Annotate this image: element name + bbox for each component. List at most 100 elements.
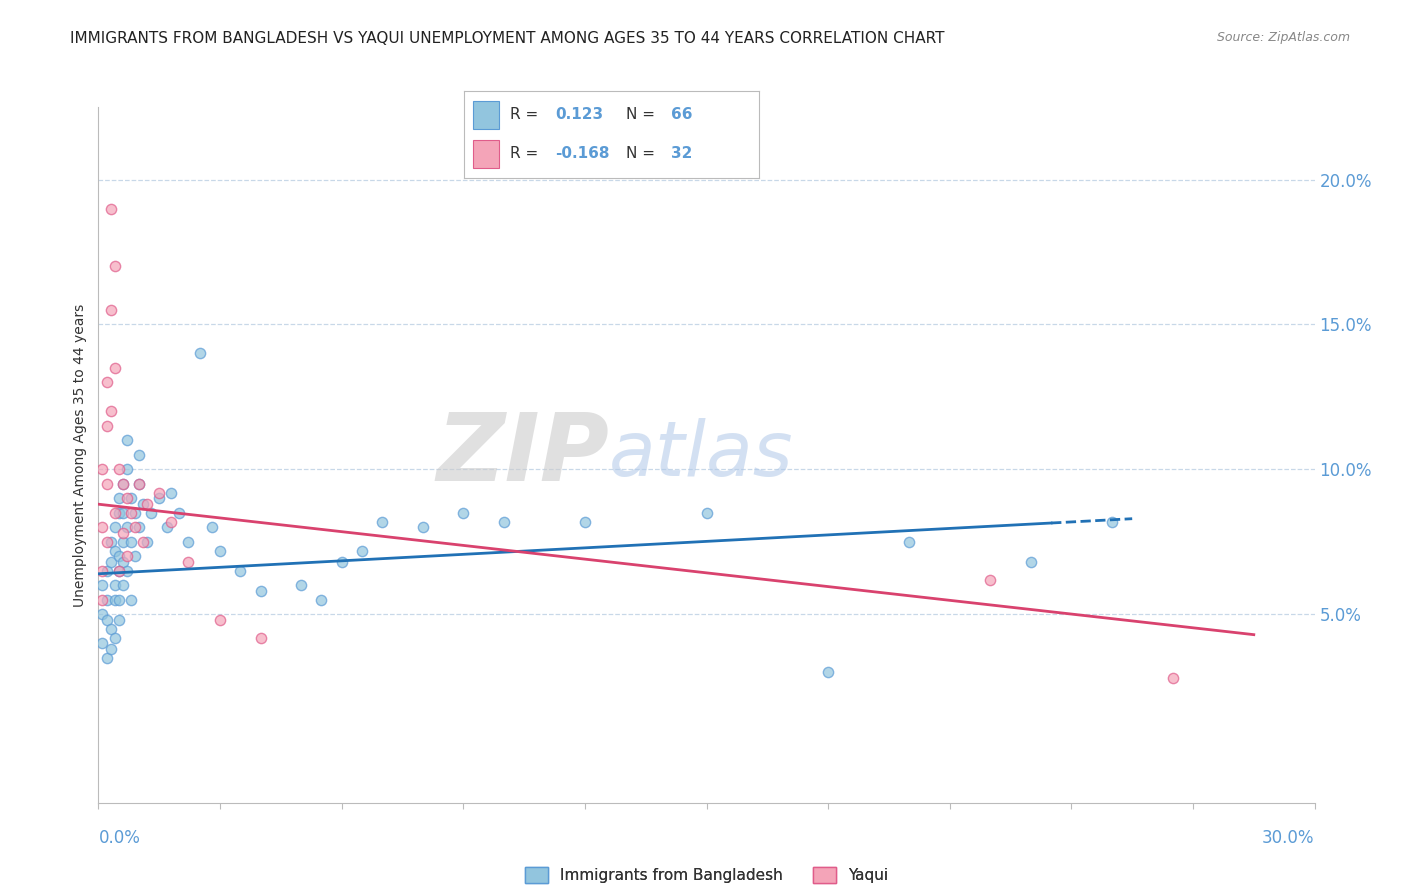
Point (311, 592, 333, 607)
Point (107, 506, 129, 520)
Point (111, 578, 134, 592)
Text: 0.123: 0.123 (555, 107, 603, 122)
Point (91, 592, 114, 607)
Text: -0.168: -0.168 (555, 146, 610, 161)
Point (104, 520, 127, 534)
Point (176, 534, 198, 549)
Point (574, 515, 596, 529)
Point (111, 476, 134, 491)
Point (136, 497, 159, 511)
Point (104, 361, 127, 376)
Point (104, 592, 127, 607)
Point (156, 520, 179, 534)
Point (249, 584, 271, 599)
Point (136, 534, 159, 549)
Point (176, 555, 198, 569)
Text: Source: ZipAtlas.com: Source: ZipAtlas.com (1216, 31, 1350, 45)
Point (100, 555, 122, 569)
Point (148, 485, 170, 500)
Point (111, 526, 134, 541)
Point (188, 346, 211, 360)
Text: R =: R = (510, 146, 538, 161)
Point (132, 497, 155, 511)
Point (100, 202, 122, 216)
Point (107, 613, 129, 627)
Point (290, 578, 312, 592)
Point (120, 592, 142, 607)
Point (107, 592, 129, 607)
Point (100, 642, 122, 657)
Point (91, 578, 114, 592)
Point (115, 491, 138, 506)
Point (160, 515, 183, 529)
Point (100, 622, 122, 636)
Point (128, 476, 150, 491)
Point (111, 506, 134, 520)
Bar (472, 140, 499, 168)
Point (120, 534, 142, 549)
Point (124, 549, 146, 564)
Point (96, 376, 118, 390)
Point (128, 476, 150, 491)
Point (817, 665, 839, 680)
Bar (472, 101, 499, 128)
Point (128, 448, 150, 462)
Point (100, 534, 122, 549)
Legend: Immigrants from Bangladesh, Yaqui: Immigrants from Bangladesh, Yaqui (519, 861, 894, 889)
Point (229, 564, 252, 578)
Text: N =: N = (627, 146, 655, 161)
Point (148, 491, 170, 506)
Point (249, 631, 271, 645)
Point (96, 534, 118, 549)
Text: R =: R = (510, 107, 538, 122)
Point (124, 506, 146, 520)
Text: ZIP: ZIP (436, 409, 609, 501)
Point (979, 573, 1001, 587)
Point (120, 491, 142, 506)
Point (96, 476, 118, 491)
Point (898, 534, 921, 549)
Point (128, 520, 150, 534)
Point (696, 506, 718, 520)
Point (96, 564, 118, 578)
Point (132, 534, 155, 549)
Y-axis label: Unemployment Among Ages 35 to 44 years: Unemployment Among Ages 35 to 44 years (73, 303, 87, 607)
Point (139, 506, 162, 520)
Text: 66: 66 (671, 107, 692, 122)
Text: 32: 32 (671, 146, 692, 161)
Point (453, 506, 475, 520)
Point (124, 520, 146, 534)
Point (104, 260, 127, 274)
Point (115, 520, 138, 534)
Point (91, 607, 114, 622)
Text: atlas: atlas (609, 418, 794, 491)
Point (1019, 555, 1042, 569)
Point (104, 543, 127, 558)
Point (115, 549, 138, 564)
Point (107, 564, 129, 578)
Point (100, 404, 122, 418)
Point (201, 520, 224, 534)
Point (107, 549, 129, 564)
Point (492, 515, 515, 529)
Point (104, 631, 127, 645)
Point (107, 462, 129, 476)
Point (107, 491, 129, 506)
Point (209, 543, 232, 558)
Point (96, 613, 118, 627)
Text: 0.0%: 0.0% (98, 829, 141, 847)
Point (96, 419, 118, 434)
Point (100, 303, 122, 318)
Text: IMMIGRANTS FROM BANGLADESH VS YAQUI UNEMPLOYMENT AMONG AGES 35 TO 44 YEARS CORRE: IMMIGRANTS FROM BANGLADESH VS YAQUI UNEM… (70, 31, 945, 46)
Point (115, 462, 138, 476)
Point (91, 520, 114, 534)
Point (120, 506, 142, 520)
Point (91, 636, 114, 650)
Point (111, 534, 134, 549)
Point (160, 485, 183, 500)
Point (330, 555, 353, 569)
Point (1101, 515, 1123, 529)
Text: 30.0%: 30.0% (1263, 829, 1315, 847)
Point (115, 564, 138, 578)
Point (111, 476, 134, 491)
